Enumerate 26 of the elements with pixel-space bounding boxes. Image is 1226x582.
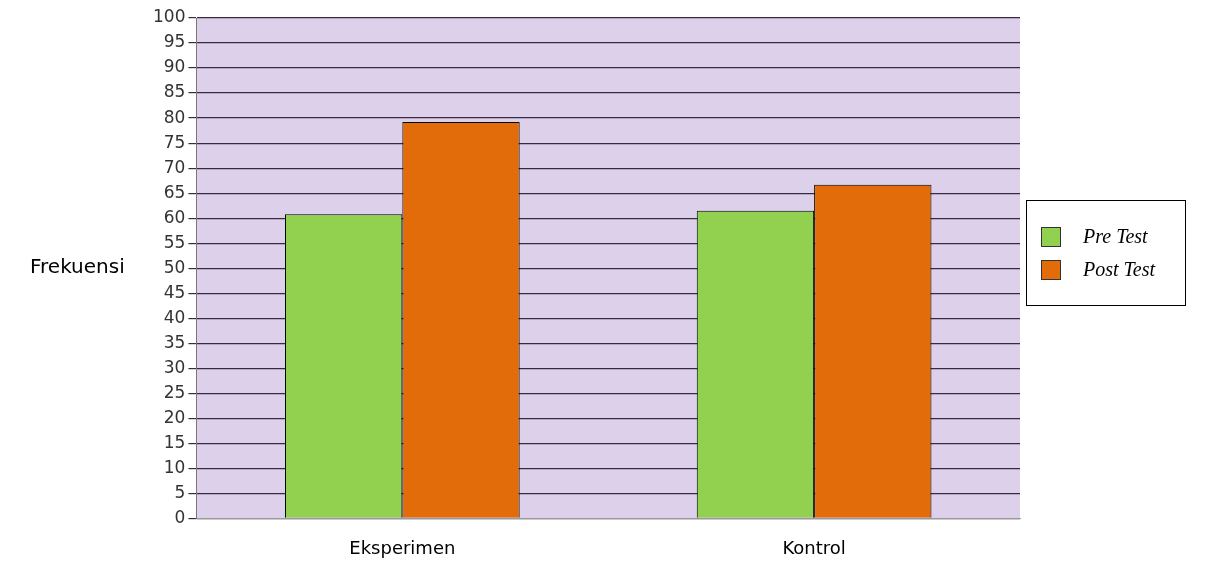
y-tick-label: 15 [163,431,186,452]
y-tick-label: 30 [163,356,186,377]
y-tick-label: 100 [152,6,186,27]
y-tick-label: 70 [163,156,186,177]
y-tick-label: 60 [163,206,186,227]
y-tick-label: 90 [163,56,186,77]
y-tick-label: 80 [163,106,186,127]
y-axis-title: Frekuensi [30,254,125,279]
legend-label: Post Test [1083,258,1156,281]
y-tick-label: 95 [163,31,186,52]
y-tick-label: 40 [163,306,186,327]
y-tick-label: 65 [163,181,186,202]
y-tick-label: 0 [174,506,186,527]
x-tick-label: Eksperimen [349,536,456,558]
y-tick-label: 10 [163,456,186,477]
y-tick-label: 20 [163,406,186,427]
y-tick-label: 50 [163,256,186,277]
y-tick-label: 25 [163,381,186,402]
y-tick-label: 85 [163,81,186,102]
legend-label: Pre Test [1083,225,1148,248]
y-tick-label: 75 [163,131,186,152]
y-tick-label: 45 [163,281,186,302]
y-tick-label: 35 [163,331,186,352]
y-tick-label: 55 [163,231,186,252]
x-tick-label: Kontrol [782,536,846,558]
y-tick-label: 5 [174,481,186,502]
